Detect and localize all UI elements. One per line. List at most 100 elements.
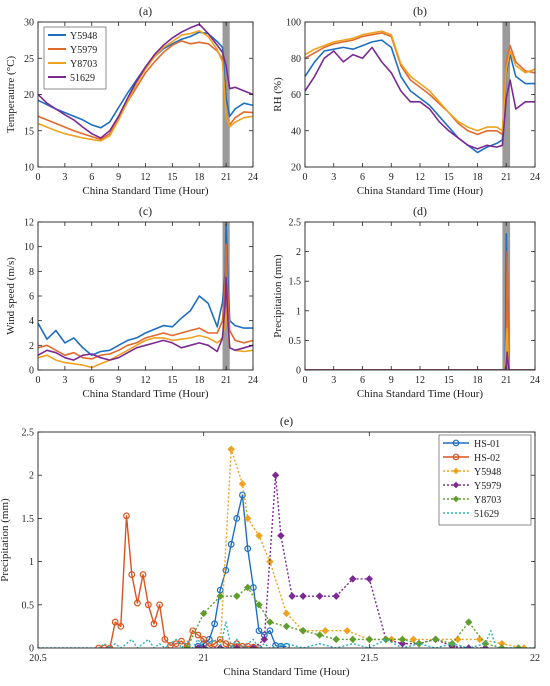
y-tick-label: 15: [24, 126, 34, 137]
data-point-Y5979: [233, 644, 241, 648]
data-point-HS-02: [95, 644, 103, 648]
y-tick-label: 1: [29, 557, 34, 568]
data-point-Y8703: [282, 622, 291, 631]
data-point-HS-01: [194, 642, 202, 648]
x-tick-label: 3: [331, 172, 336, 183]
data-point-Y5948: [520, 644, 528, 648]
series-line-Y5948: [305, 233, 535, 370]
legend: Y5948 Y5979 Y8703 51629: [43, 26, 107, 90]
x-tick-label: 24: [530, 375, 540, 386]
data-point-Y8703: [349, 635, 357, 644]
data-point-Y8703: [514, 644, 523, 648]
panel-d: 0 3 6 9 12 15 18 21 24 0 0.5 1 1.5 2 2.5 (d) China Stand…: [272, 204, 540, 400]
y-axis-label: Temperautre (°C): [5, 56, 17, 134]
data-point-HS-01: [255, 627, 263, 635]
data-point-HS-02: [194, 631, 202, 639]
y-tick-label: 30: [24, 18, 34, 29]
y-tick-label: 25: [24, 54, 34, 65]
data-point-Y5979: [332, 592, 340, 600]
panel-title: (c): [139, 204, 152, 218]
data-point-Y8703: [255, 601, 263, 609]
data-point-HS-02: [200, 635, 208, 643]
data-point-Y5979: [271, 471, 280, 479]
panel-b: 0 3 6 9 12 15 18 21 24 20 40 60 80 100 (b) China Standa…: [272, 4, 540, 197]
y-tick-label: 1.5: [22, 514, 35, 525]
data-point-Y5948: [255, 531, 263, 540]
plot-frame: [37, 431, 536, 649]
y-tick-label: 20: [291, 163, 301, 174]
panel-title: (b): [413, 4, 427, 18]
data-point-HS-01: [244, 545, 252, 553]
y-tick-label: 2: [296, 247, 301, 258]
x-tick-label: 21: [221, 172, 231, 183]
data-point-Y8703: [183, 644, 191, 648]
series-line-Y8703: [305, 30, 535, 132]
x-tick-label: 3: [62, 172, 67, 183]
data-point-Y5979: [349, 575, 357, 583]
data-point-Y8703: [498, 644, 506, 648]
panel-e: 20.5 21 21.5 22 0 0.5 1 1.5 2 2.5 (e) China Standar…: [0, 414, 540, 678]
data-point-Y8703: [382, 635, 390, 644]
y-tick-label: 4: [29, 316, 34, 327]
x-tick-label: 21: [221, 375, 231, 386]
x-tick-label: 6: [360, 375, 365, 386]
data-point-HS-01: [222, 566, 230, 574]
series-line-Y8703: [305, 327, 535, 370]
data-point-Y5948: [454, 635, 462, 644]
data-point-Y8703: [398, 635, 407, 644]
series-line-51629: [305, 46, 535, 150]
x-tick-label: 20.5: [29, 653, 47, 664]
data-point-Y8703: [216, 592, 224, 600]
y-axis-label: Precipitation (mm): [0, 498, 11, 582]
data-point-HS-01: [283, 642, 290, 648]
y-tick-label: 0: [29, 366, 34, 377]
x-tick-label: 3: [331, 375, 336, 386]
data-point-Y5948: [244, 514, 252, 523]
series-group: [38, 445, 535, 648]
x-tick-label: 9: [116, 172, 121, 183]
y-tick-label: 20: [24, 90, 34, 101]
data-point-HS-02: [150, 620, 158, 628]
x-tick-label: 3: [62, 375, 67, 386]
y-tick-label: 0.5: [289, 336, 302, 347]
data-point-Y8703: [266, 618, 274, 626]
data-point-Y8703: [299, 626, 307, 635]
y-tick-label: 12: [24, 218, 34, 229]
legend-marker-Y8703: [452, 495, 460, 503]
x-tick-label: 21: [501, 375, 511, 386]
x-tick-label: 15: [167, 172, 177, 183]
data-point-HS-02: [255, 644, 263, 648]
x-axis-label: China Standard Time (Hour): [82, 388, 209, 400]
data-point-Y5979: [365, 575, 374, 583]
x-tick-label: 0: [303, 375, 308, 386]
x-tick-label: 15: [167, 375, 177, 386]
y-tick-label: 40: [291, 126, 301, 137]
x-tick-label: 18: [194, 375, 204, 386]
series-group: [305, 233, 535, 370]
data-point-Y8703: [365, 635, 374, 644]
data-point-HS-02: [189, 627, 197, 635]
data-point-HS-02: [123, 512, 130, 520]
y-tick-label: 2.5: [22, 428, 35, 439]
panel-a: 0 3 6 9 12 15 18 21 24 10 15 20 25 30 (a) China Standar…: [5, 4, 258, 197]
data-point-Y8703: [244, 583, 252, 592]
x-tick-label: 15: [444, 375, 454, 386]
data-point-HS-02: [106, 644, 114, 648]
y-tick-label: 10: [24, 163, 34, 174]
data-point-HS-02: [172, 640, 180, 648]
x-tick-label: 12: [415, 375, 425, 386]
legend-entry-HS-02: HS-02: [474, 453, 500, 464]
series-line-Y8703: [38, 29, 253, 142]
data-point-HS-01: [227, 540, 235, 548]
y-tick-label: 6: [29, 292, 34, 303]
data-point-Y5979: [315, 592, 324, 600]
data-point-Y5979: [249, 644, 258, 648]
data-point-HS-02: [111, 618, 119, 626]
data-point-Y5948: [282, 609, 291, 618]
series-group: [305, 30, 535, 154]
x-tick-label: 18: [194, 172, 204, 183]
series-line-51629: [38, 276, 253, 361]
y-tick-label: 2.5: [289, 218, 302, 229]
y-axis-label: Precipitation (mm): [272, 254, 284, 338]
y-tick-label: 60: [291, 90, 301, 101]
